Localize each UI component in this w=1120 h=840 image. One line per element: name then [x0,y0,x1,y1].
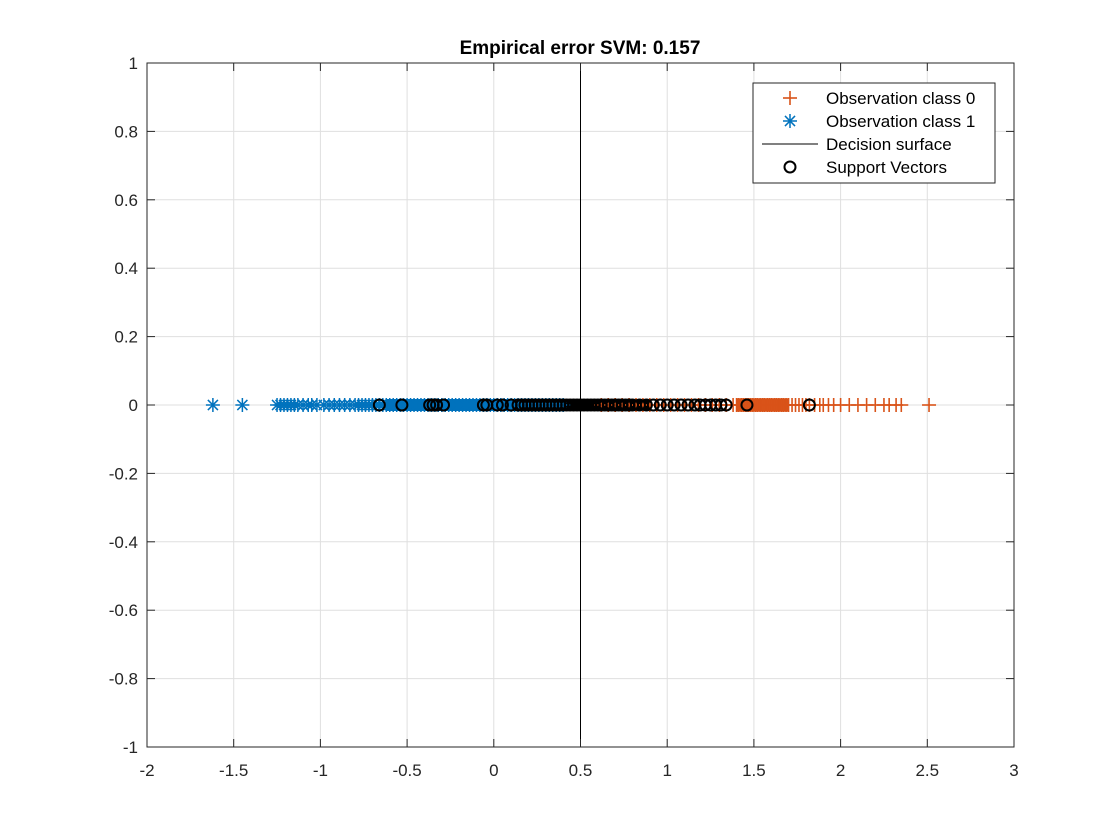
x-tick-label: 3 [1009,761,1018,780]
support-vector-point [476,398,490,412]
support-vector-point [619,398,633,412]
x-tick-label: -2 [139,761,154,780]
support-vector-point [490,398,504,412]
chart-title: Empirical error SVM: 0.157 [460,38,701,59]
class-0-point [894,398,909,412]
x-tick-label: 0 [489,761,498,780]
support-vector-point [714,398,728,412]
legend: Observation class 0 Observation class 1 De… [752,82,996,184]
support-vector-point [681,398,695,412]
legend-marker-class-0 [783,91,797,105]
class-1-point [235,398,250,412]
y-tick-label: -0.8 [109,670,138,689]
class-1-point [205,398,220,412]
support-vector-point [639,398,653,412]
y-tick-label: 0.8 [114,122,138,141]
data-layer [205,63,937,747]
support-vector-point [395,398,409,412]
y-tick-label: 0.2 [114,328,138,347]
x-tick-label: 2 [836,761,845,780]
support-vector-point [674,398,688,412]
y-tick-label: -0.6 [109,601,138,620]
y-tick-label: 0.4 [114,259,138,278]
support-vector-point [802,398,816,412]
legend-marker-class-1 [783,114,797,128]
y-tick-label: -0.2 [109,464,138,483]
x-tick-label: 2.5 [915,761,939,780]
y-tick-label: 1 [129,54,138,73]
support-vector-point [740,398,754,412]
support-vector-point [437,398,451,412]
legend-marker-support-vectors [783,160,797,174]
x-tick-label: 1.5 [742,761,766,780]
support-vector-point [653,398,667,412]
support-vector-point [632,398,646,412]
y-tick-label: -1 [123,738,138,757]
support-vector-point [423,398,437,412]
support-vector-point [667,398,681,412]
support-vector-point [430,398,444,412]
support-vector-point [372,398,386,412]
x-tick-label: 1 [662,761,671,780]
y-tick-label: 0 [129,396,138,415]
x-tick-label: 0.5 [569,761,593,780]
support-vector-point [626,398,640,412]
support-vector-point [660,398,674,412]
x-tick-label: -0.5 [392,761,421,780]
legend-label: Observation class 0 [826,89,975,108]
x-tick-label: -1.5 [219,761,248,780]
legend-label: Observation class 1 [826,112,975,131]
class-0-point [922,398,937,412]
x-tick-label: -1 [313,761,328,780]
support-vector-point [646,398,660,412]
ticks: -2 -1.5 -1 -0.5 0 0.5 1 1.5 2 2.5 3 -1 -0.8 -0.6 -0.4 -… [109,54,1019,780]
legend-label: Decision surface [826,135,952,154]
support-vector-point [719,398,733,412]
legend-box [752,82,996,184]
y-tick-label: 0.6 [114,191,138,210]
support-vector-point [495,398,509,412]
y-tick-label: -0.4 [109,533,138,552]
legend-label: Support Vectors [826,158,947,177]
